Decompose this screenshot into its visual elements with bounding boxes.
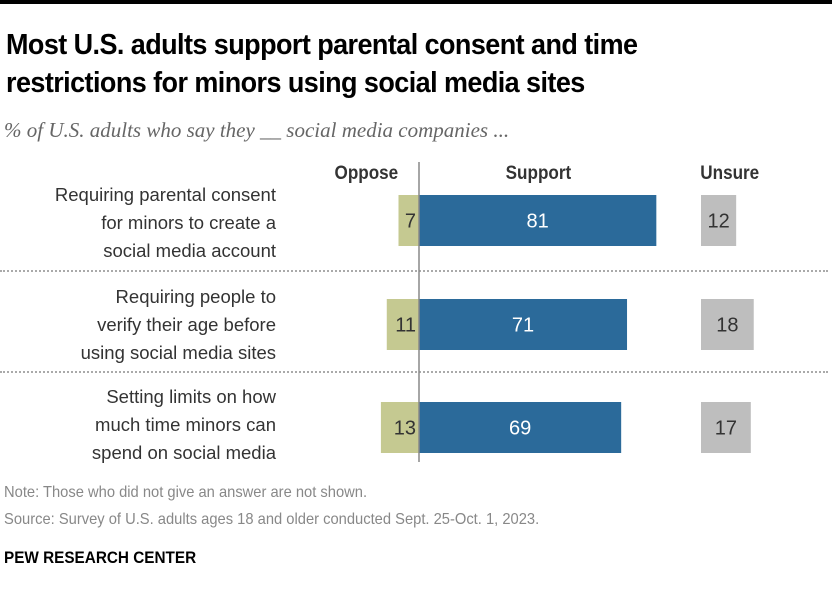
bar-unsure-1 [701,195,737,246]
data-label-oppose-2: 11 [395,315,416,337]
data-label-unsure-3: 17 [715,418,737,440]
data-label-unsure-2: 18 [716,315,738,337]
bar-oppose-1 [398,195,419,246]
row-label-line: social media account [103,240,276,261]
bar-unsure-3 [701,402,751,453]
row-label-line: Requiring people to [115,286,276,307]
chart-title: Most U.S. adults support parental consen… [6,29,638,99]
row-label-parental-consent: Requiring parental consent for minors to… [0,181,276,265]
chart-note: Note: Those who did not give an answer a… [4,484,368,501]
data-label-oppose-1: 7 [405,211,416,233]
bar-support-2 [419,299,628,350]
bar-support-1 [419,195,657,246]
row-label-line: Requiring parental consent [54,184,276,205]
bar-oppose-3 [380,402,419,453]
data-label-oppose-3: 13 [394,418,416,440]
data-label-unsure-1: 12 [707,211,729,233]
row-label-line: spend on social media [91,442,276,463]
column-header-oppose: Oppose [334,163,399,184]
row-label-time-limits: Setting limits on how much time minors c… [0,383,276,467]
row-label-line: verify their age before [97,314,276,335]
row-separator [0,270,828,272]
chart-subtitle: % of U.S. adults who say they __ social … [4,118,510,142]
row-label-line: Setting limits on how [106,386,276,407]
bar-unsure-2 [701,299,754,350]
row-label-verify-age: Requiring people to verify their age bef… [0,283,276,367]
column-header-support: Support [505,163,572,184]
data-label-support-2: 71 [512,315,534,337]
row-label-line: much time minors can [95,414,276,435]
row-label-line: using social media sites [80,342,276,363]
row-separator [0,371,828,373]
row-label-line: for minors to create a [101,212,276,233]
column-header-unsure: Unsure [700,163,760,184]
top-rule [0,0,832,4]
bar-support-3 [419,402,622,453]
data-label-support-1: 81 [527,211,549,233]
data-label-support-3: 69 [509,418,531,440]
pew-logo-text: PEW RESEARCH CENTER [4,548,197,567]
chart-source: Source: Survey of U.S. adults ages 18 an… [4,511,540,528]
bar-oppose-2 [386,299,419,350]
